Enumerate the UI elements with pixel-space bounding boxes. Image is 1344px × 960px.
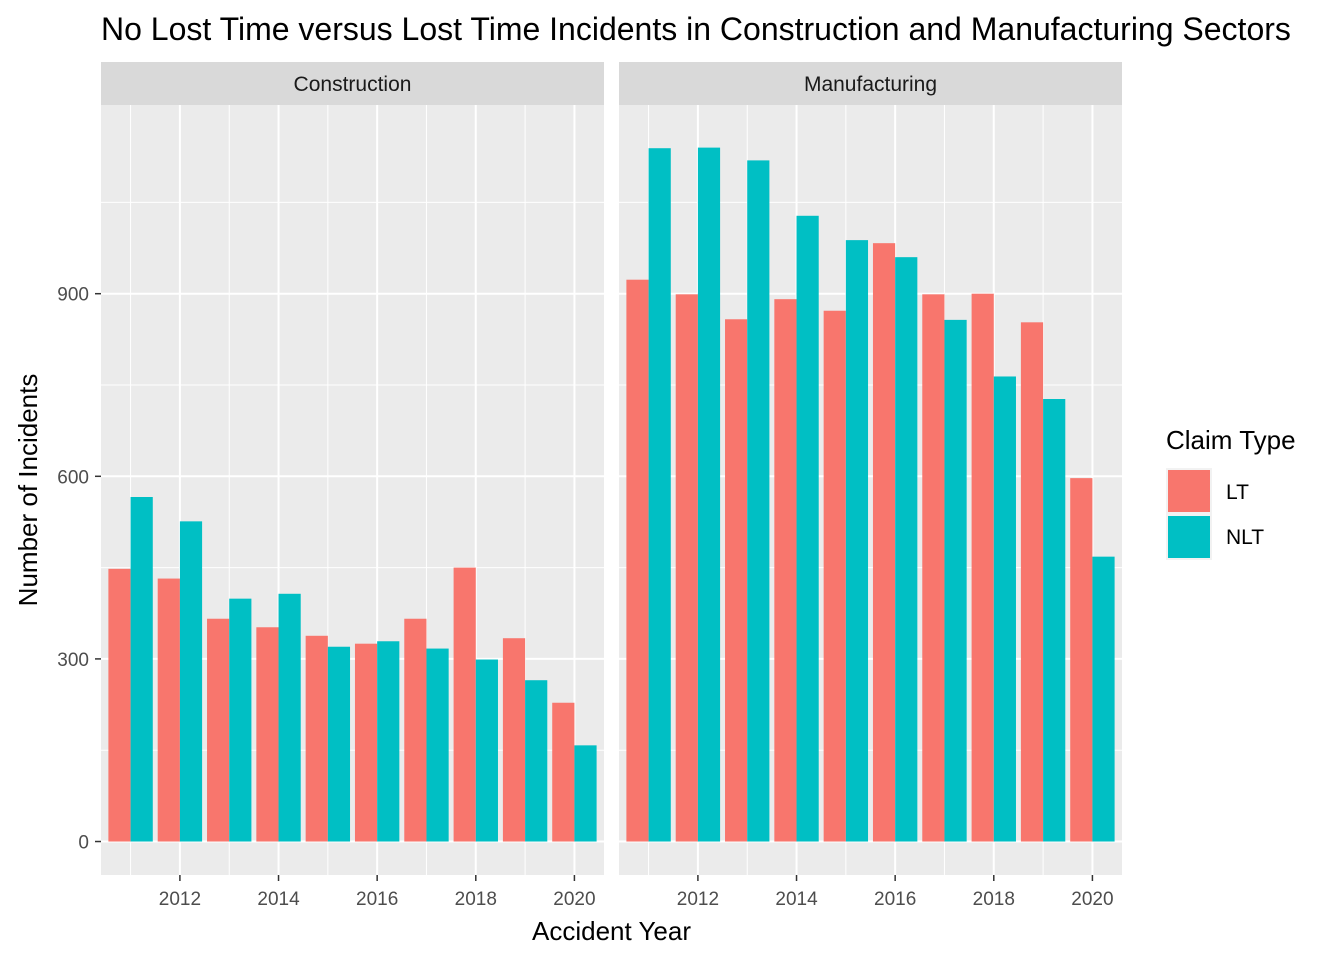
bar-manufacturing-lt-2019	[1020, 322, 1044, 842]
strip-label-construction: Construction	[294, 73, 412, 96]
bar-manufacturing-lt-2013	[725, 319, 748, 842]
x-tick-label: 2016	[356, 889, 398, 910]
chart-title: No Lost Time versus Lost Time Incidents …	[101, 11, 1291, 47]
bar-manufacturing-nlt-2019	[1043, 399, 1066, 842]
bar-manufacturing-nlt-2016	[895, 257, 918, 842]
strip-label-manufacturing: Manufacturing	[804, 73, 937, 96]
bar-manufacturing-nlt-2013	[747, 160, 770, 842]
bar-construction-lt-2020	[552, 702, 575, 842]
x-tick-label: 2020	[1071, 889, 1113, 910]
x-tick-label: 2012	[159, 889, 201, 910]
bar-construction-lt-2015	[305, 635, 328, 842]
strip-manufacturing	[619, 62, 1122, 105]
x-tick-label: 2014	[257, 889, 300, 910]
bar-construction-lt-2014	[256, 627, 279, 842]
facet-panel-manufacturing: Manufacturing 2012 2014 2016 2018 2020	[619, 62, 1122, 910]
bar-construction-lt-2012	[157, 578, 180, 842]
legend-title: Claim Type	[1166, 425, 1296, 455]
legend: Claim Type LT NLT	[1166, 425, 1296, 560]
bars-manufacturing	[626, 147, 1115, 842]
x-ticks-construction: 2012 2014 2016 2018 2020	[159, 875, 596, 910]
bar-manufacturing-nlt-2020	[1092, 556, 1115, 842]
bar-construction-nlt-2017	[426, 648, 449, 842]
bar-construction-lt-2013	[207, 618, 230, 842]
bar-manufacturing-nlt-2015	[845, 240, 869, 842]
bar-construction-nlt-2011	[130, 497, 153, 842]
y-tick-label: 300	[57, 650, 89, 671]
bar-construction-nlt-2019	[525, 680, 548, 842]
y-axis-title: Number of Incidents	[13, 374, 43, 607]
bar-construction-lt-2019	[502, 638, 526, 842]
bar-construction-lt-2016	[354, 643, 378, 842]
bar-manufacturing-nlt-2012	[697, 147, 721, 842]
legend-swatch-lt	[1168, 470, 1210, 512]
bar-manufacturing-lt-2016	[872, 243, 896, 842]
x-tick-label: 2020	[553, 889, 595, 910]
bar-construction-nlt-2015	[327, 646, 351, 842]
bar-manufacturing-lt-2011	[626, 279, 649, 842]
bar-manufacturing-lt-2018	[971, 293, 994, 842]
x-ticks-manufacturing: 2012 2014 2016 2018 2020	[677, 875, 1114, 910]
y-tick-label: 0	[78, 833, 89, 854]
bar-construction-nlt-2016	[377, 641, 400, 842]
bar-construction-lt-2018	[453, 567, 476, 842]
bar-manufacturing-nlt-2018	[993, 376, 1016, 842]
strip-construction	[101, 62, 604, 105]
bar-manufacturing-lt-2012	[675, 294, 698, 842]
legend-swatch-nlt	[1168, 516, 1210, 558]
bars-construction	[108, 497, 597, 842]
bar-construction-nlt-2012	[179, 521, 203, 842]
legend-label-nlt: NLT	[1226, 526, 1264, 549]
bar-manufacturing-lt-2015	[823, 310, 846, 842]
x-axis-title: Accident Year	[532, 916, 691, 946]
bar-manufacturing-lt-2020	[1070, 478, 1093, 842]
bar-construction-nlt-2014	[278, 593, 301, 842]
bar-construction-nlt-2013	[229, 598, 252, 842]
bar-construction-lt-2011	[108, 568, 131, 842]
bar-construction-nlt-2018	[475, 659, 498, 842]
facet-panel-construction: Construction 2012 2014 2016 2018 2020	[101, 62, 604, 910]
x-tick-label: 2016	[874, 889, 916, 910]
x-tick-label: 2018	[455, 889, 497, 910]
bar-construction-lt-2017	[404, 618, 427, 842]
y-tick-label: 900	[57, 285, 89, 306]
bar-manufacturing-nlt-2011	[648, 148, 671, 842]
bar-construction-nlt-2020	[574, 745, 597, 842]
y-tick-label: 600	[57, 467, 89, 488]
bar-manufacturing-nlt-2017	[944, 319, 967, 842]
x-tick-label: 2014	[775, 889, 818, 910]
y-axis: 0 300 600 900	[57, 285, 101, 854]
x-tick-label: 2012	[677, 889, 719, 910]
bar-manufacturing-lt-2017	[922, 294, 945, 842]
bar-manufacturing-lt-2014	[774, 299, 797, 842]
x-tick-label: 2018	[973, 889, 1015, 910]
bar-manufacturing-nlt-2014	[796, 215, 819, 842]
legend-label-lt: LT	[1226, 481, 1249, 504]
